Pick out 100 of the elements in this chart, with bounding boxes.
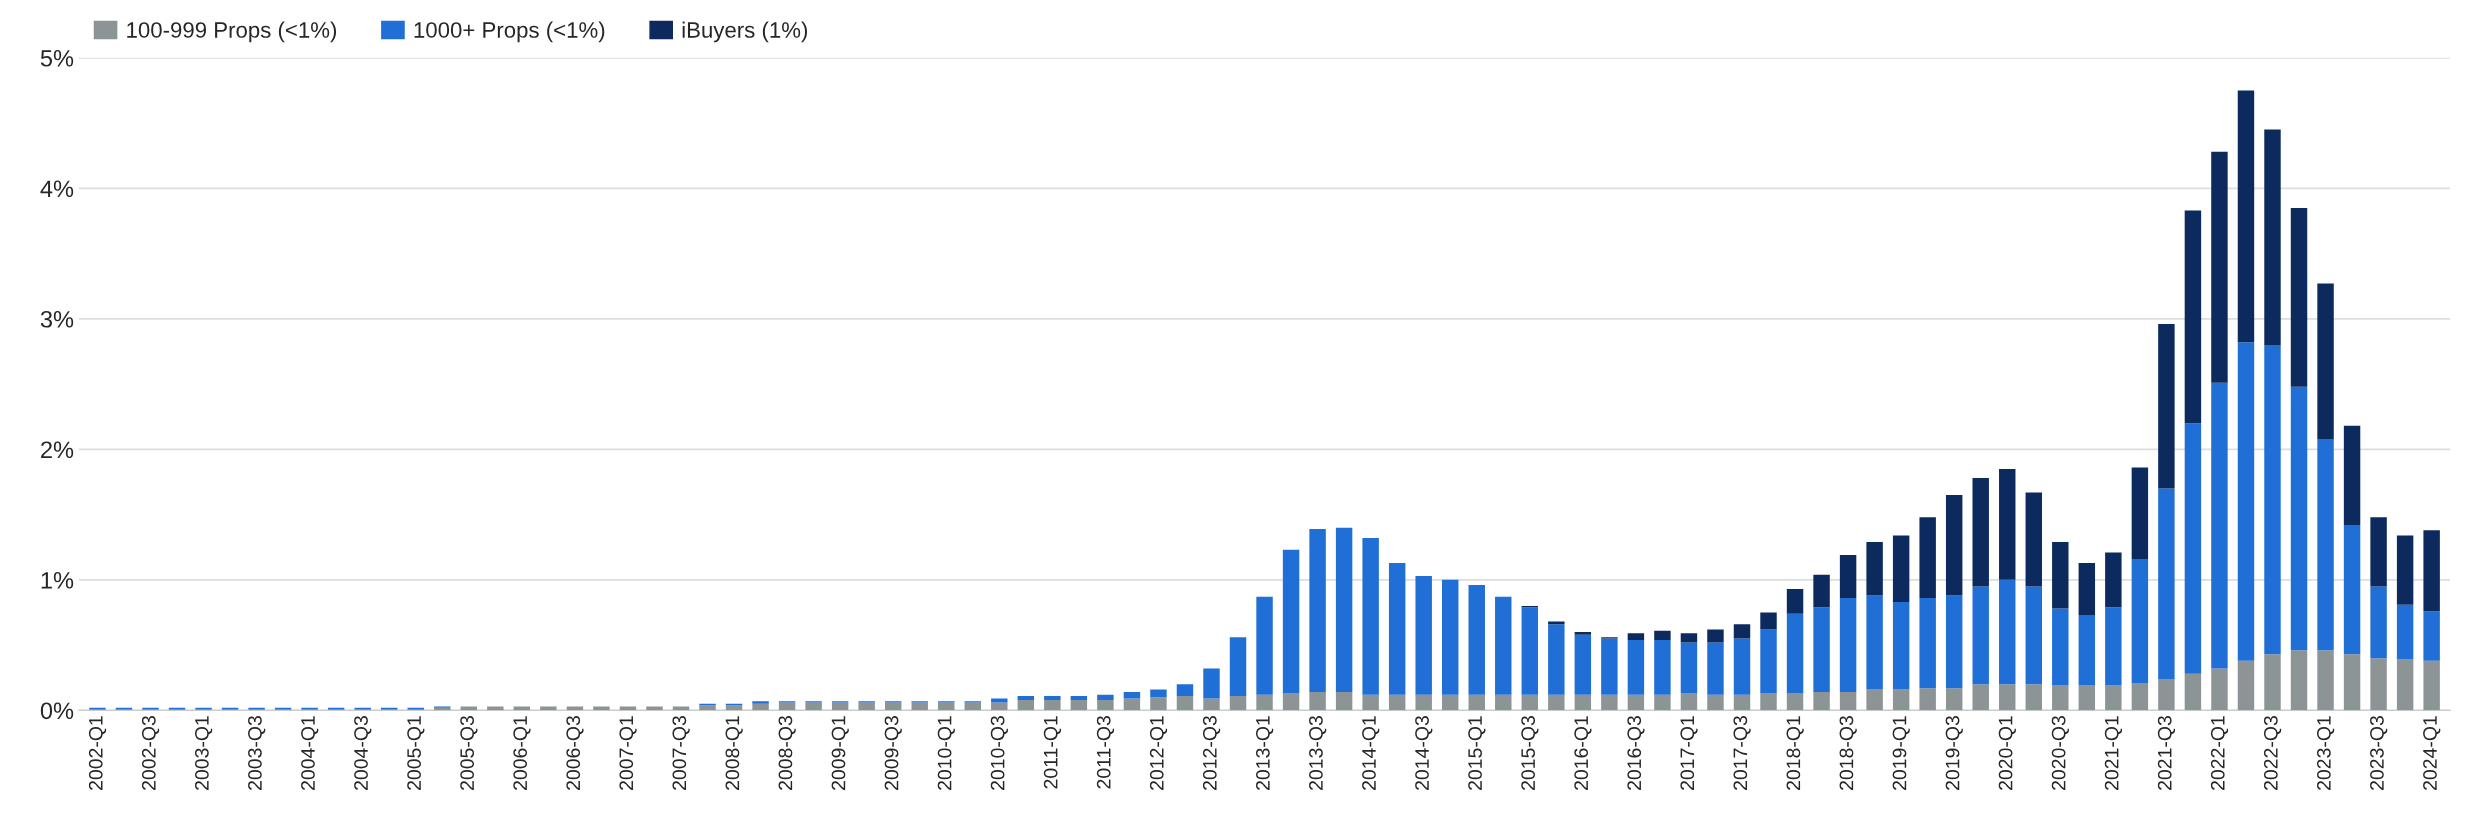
bar — [699, 705, 716, 711]
bar — [1176, 696, 1194, 711]
bar — [2290, 386, 2308, 651]
x-tick-label: 2006-Q1 — [513, 716, 531, 790]
x-tick-label: 2004-Q3 — [354, 716, 372, 790]
bar — [1468, 585, 1485, 695]
bar — [2131, 558, 2149, 683]
bar — [1892, 535, 1910, 603]
bar — [2105, 607, 2122, 686]
x-tick-label: 2015-Q1 — [1468, 716, 1486, 790]
x-tick-label: 2023-Q1 — [2316, 716, 2335, 790]
bar — [2370, 658, 2387, 711]
bar — [2184, 210, 2202, 424]
bar — [1786, 613, 1804, 694]
bar — [1813, 692, 1830, 711]
x-tick-label: 2017-Q1 — [1680, 716, 1698, 790]
x-tick-label: 2006-Q3 — [566, 716, 584, 790]
bar — [2396, 659, 2414, 711]
bar — [2131, 467, 2149, 559]
bar — [1468, 694, 1485, 711]
bar — [2264, 129, 2281, 345]
bar — [1150, 697, 1167, 711]
bar — [1335, 527, 1353, 693]
x-tick-label: 2021-Q1 — [2104, 716, 2123, 790]
x-tick-label: 2003-Q1 — [195, 716, 213, 790]
bar — [1892, 689, 1910, 711]
bar — [2052, 685, 2069, 711]
bar — [1574, 632, 1592, 635]
bar — [672, 706, 690, 711]
bar — [1282, 549, 1300, 694]
bar — [1388, 562, 1406, 695]
bar — [1760, 693, 1777, 711]
legend-label: 1000+ Props (<1%) — [414, 21, 605, 43]
bar — [1627, 639, 1645, 695]
bar — [1070, 696, 1088, 700]
bar — [1335, 692, 1353, 711]
bar — [2078, 562, 2096, 616]
bar — [2423, 530, 2440, 612]
x-tick-label: 2002-Q1 — [88, 716, 107, 790]
bar — [1415, 694, 1432, 711]
legend-label: iBuyers (1%) — [682, 21, 808, 43]
x-tick-label: 2012-Q1 — [1149, 716, 1168, 790]
bar — [1733, 638, 1751, 695]
bar — [1892, 602, 1910, 690]
bar — [2131, 682, 2149, 711]
bar — [1760, 612, 1777, 630]
bar — [1813, 574, 1830, 608]
x-tick-label: 2021-Q3 — [2157, 716, 2176, 790]
x-tick-label: 2009-Q1 — [831, 716, 849, 790]
bar — [1442, 579, 1459, 695]
y-tick-label: 3% — [40, 310, 74, 328]
bar — [2052, 608, 2069, 686]
x-tick-label: 2002-Q3 — [141, 716, 160, 790]
x-tick-label: 2016-Q1 — [1574, 716, 1592, 790]
bar — [2290, 207, 2308, 387]
y-tick-label: 4% — [40, 180, 74, 198]
bar — [1548, 624, 1565, 695]
bar — [1945, 595, 1963, 689]
bar — [2078, 615, 2096, 686]
bar — [2025, 586, 2042, 685]
x-tick-label: 2020-Q1 — [1998, 716, 2016, 790]
bar — [540, 706, 557, 711]
x-tick-label: 2012-Q3 — [1202, 716, 1221, 790]
bar — [1521, 694, 1539, 711]
bar — [487, 706, 504, 711]
bar — [1680, 693, 1698, 711]
bar — [752, 703, 769, 711]
bar — [2237, 660, 2255, 711]
bar — [2237, 90, 2255, 343]
bar — [1945, 495, 1963, 596]
bar — [1972, 586, 1989, 685]
bar — [1044, 699, 1061, 711]
bar — [805, 702, 822, 711]
y-tick-label: 5% — [40, 49, 74, 67]
x-tick-label: 2015-Q3 — [1521, 716, 1539, 790]
bar — [1256, 694, 1273, 711]
bar — [1999, 468, 2016, 580]
bar — [2423, 611, 2440, 661]
x-tick-label: 2019-Q3 — [1945, 716, 1963, 790]
bar — [1097, 694, 1114, 700]
x-tick-label: 2005-Q1 — [407, 716, 425, 790]
bar — [1601, 638, 1618, 695]
bar — [1654, 694, 1671, 711]
bar — [1229, 637, 1247, 696]
bar — [2211, 668, 2228, 711]
bar — [1786, 693, 1804, 711]
bar — [1362, 694, 1379, 711]
bar — [2025, 492, 2042, 587]
x-tick-label: 2008-Q3 — [778, 716, 796, 790]
x-tick-label: 2004-Q1 — [301, 716, 319, 790]
bar — [1203, 698, 1220, 711]
bar — [2343, 654, 2361, 711]
bar — [752, 701, 769, 704]
x-tick-label: 2013-Q1 — [1256, 716, 1274, 790]
bar — [1123, 692, 1141, 699]
bar — [1839, 692, 1857, 711]
bar — [2423, 660, 2440, 711]
bar — [725, 705, 743, 711]
x-tick-label: 2019-Q1 — [1892, 716, 1910, 790]
bar — [1999, 579, 2016, 685]
